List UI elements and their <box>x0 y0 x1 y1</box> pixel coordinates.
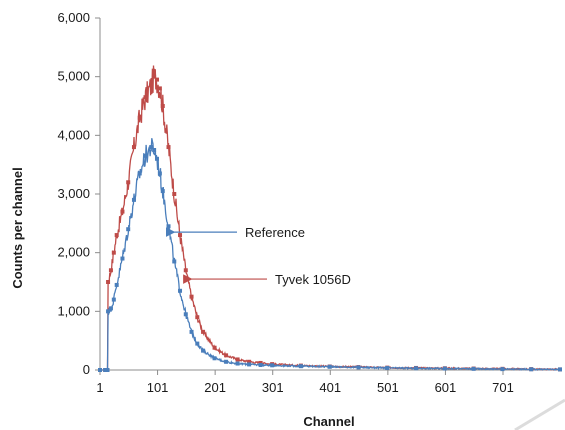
data-point <box>166 145 171 150</box>
data-point <box>137 115 142 120</box>
data-point <box>195 341 200 346</box>
data-point <box>356 365 361 370</box>
data-point <box>114 233 119 238</box>
data-point <box>183 268 188 273</box>
data-point <box>137 171 142 176</box>
annotations: Reference Tyvek 1056D <box>165 225 351 287</box>
data-point <box>385 365 390 370</box>
data-point <box>183 312 188 317</box>
data-point <box>258 363 263 368</box>
data-point <box>131 197 136 202</box>
x-tick-label: 701 <box>492 380 514 395</box>
data-point <box>247 359 252 364</box>
data-point <box>126 227 131 232</box>
data-point <box>414 366 419 371</box>
data-point <box>111 250 116 255</box>
data-point <box>235 357 240 362</box>
y-tick-label: 4,000 <box>57 127 90 142</box>
data-point <box>106 280 111 284</box>
x-tick-label: 201 <box>204 380 226 395</box>
data-point <box>120 209 125 214</box>
data-point <box>270 363 275 368</box>
data-point <box>108 268 113 273</box>
data-point <box>471 366 476 371</box>
data-point <box>154 77 159 82</box>
annotation-label: Tyvek 1056D <box>275 272 351 287</box>
data-point <box>114 282 119 287</box>
data-point <box>212 356 217 361</box>
data-point <box>201 329 206 334</box>
data-point <box>152 148 157 152</box>
data-point <box>143 95 148 100</box>
data-point <box>172 259 177 264</box>
y-axis: 0 1,000 2,000 3,000 4,000 5,000 6,000 <box>57 10 101 377</box>
series-line-tyvek-1056d <box>100 65 560 371</box>
data-point <box>172 192 177 196</box>
y-tick-label: 5,000 <box>57 69 90 84</box>
data-point <box>327 364 332 369</box>
x-tick-label: 101 <box>147 380 169 395</box>
y-axis-title: Counts per channel <box>10 167 25 288</box>
data-point <box>298 364 303 369</box>
data-point <box>195 315 200 320</box>
data-point <box>178 233 183 238</box>
data-point <box>166 224 171 229</box>
data-point <box>126 180 131 185</box>
x-tick-label: 601 <box>435 380 457 395</box>
data-point <box>143 153 148 158</box>
data-point <box>149 145 154 150</box>
data-point <box>212 345 217 350</box>
data-point <box>98 368 102 372</box>
x-tick-label: 501 <box>377 380 399 395</box>
x-axis: 1 101 201 301 401 501 601 701 <box>96 369 560 395</box>
x-tick-label: 401 <box>319 380 341 395</box>
data-point <box>178 288 183 293</box>
y-tick-label: 3,000 <box>57 186 90 201</box>
corner-stroke <box>514 398 565 430</box>
x-tick-label: 1 <box>96 380 103 395</box>
y-tick-label: 1,000 <box>57 303 90 318</box>
data-point <box>108 306 113 311</box>
data-point <box>224 359 229 364</box>
data-point <box>442 366 447 371</box>
data-point <box>149 83 154 88</box>
data-point <box>500 367 505 372</box>
y-tick-label: 0 <box>83 362 90 377</box>
data-point <box>160 189 165 194</box>
data-point <box>235 361 240 366</box>
data-point <box>258 360 263 365</box>
x-axis-title: Channel <box>303 414 354 429</box>
data-point <box>106 309 111 314</box>
data-point <box>111 297 116 302</box>
y-tick-label: 2,000 <box>57 245 90 260</box>
annotation-label: Reference <box>245 225 305 240</box>
data-point <box>157 86 162 91</box>
series-line-reference <box>100 138 561 371</box>
data-point <box>247 362 252 367</box>
y-tick-label: 6,000 <box>57 10 90 25</box>
data-point <box>529 367 534 372</box>
data-point <box>189 294 194 299</box>
data-point <box>160 104 165 108</box>
series-plot-area <box>98 65 562 372</box>
data-point <box>189 329 194 334</box>
data-point <box>201 348 206 353</box>
data-point <box>224 353 229 358</box>
data-point <box>558 367 562 372</box>
data-point <box>154 156 159 161</box>
x-tick-label: 301 <box>262 380 284 395</box>
data-point <box>105 368 110 372</box>
data-point <box>152 74 157 79</box>
data-point <box>103 368 108 372</box>
data-point <box>131 145 136 150</box>
data-point <box>157 171 162 176</box>
data-point <box>120 256 125 261</box>
